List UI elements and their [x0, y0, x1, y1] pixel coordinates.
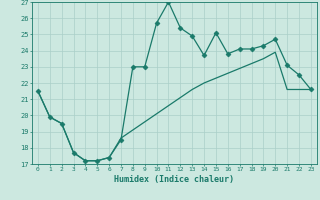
X-axis label: Humidex (Indice chaleur): Humidex (Indice chaleur)	[115, 175, 234, 184]
